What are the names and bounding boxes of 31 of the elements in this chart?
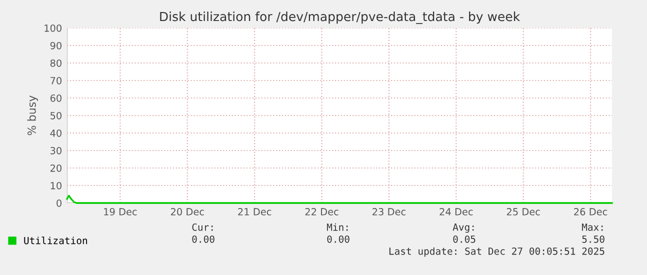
y-tick-label: 50 xyxy=(50,112,62,120)
x-tick-label: 21 Dec xyxy=(238,208,272,216)
chart-title: Disk utilization for /dev/mapper/pve-data_tdata - by week xyxy=(160,12,520,24)
text: 0.00 xyxy=(327,235,350,243)
x-tick-label: 19 Dec xyxy=(104,208,137,216)
y-axis-title: % busy xyxy=(27,96,38,136)
y-tick-label: 60 xyxy=(50,94,62,102)
text: Last update: Sat Dec 27 00:05:51 2025 xyxy=(389,247,604,257)
legend-label: Utilization xyxy=(24,236,87,244)
text: Cur: xyxy=(192,223,213,231)
y-tick-label: 100 xyxy=(44,24,62,32)
text: 0.05 xyxy=(453,235,476,243)
text: 5.50 xyxy=(582,235,604,243)
text: Min: xyxy=(326,223,348,231)
y-tick-label: 90 xyxy=(50,42,62,50)
text: Avg: xyxy=(452,224,474,233)
y-tick-label: 10 xyxy=(50,182,62,190)
y-tick-label: 30 xyxy=(50,146,62,154)
y-tick-label: 40 xyxy=(50,129,62,137)
x-tick-label: 24 Dec xyxy=(440,208,473,216)
x-tick-label: 26 Dec xyxy=(574,208,608,216)
x-tick-label: 23 Dec xyxy=(372,208,406,216)
y-tick-label: 0 xyxy=(56,199,62,207)
x-tick-label: 22 Dec xyxy=(305,208,338,216)
x-tick-label: 20 Dec xyxy=(170,208,204,216)
y-tick-label: 80 xyxy=(50,59,62,67)
text: Max: xyxy=(582,224,603,231)
y-tick-label: 70 xyxy=(50,76,62,84)
text: 0.00 xyxy=(192,235,214,243)
y-tick-label: 20 xyxy=(50,164,62,172)
x-tick-label: 25 Dec xyxy=(506,208,540,216)
